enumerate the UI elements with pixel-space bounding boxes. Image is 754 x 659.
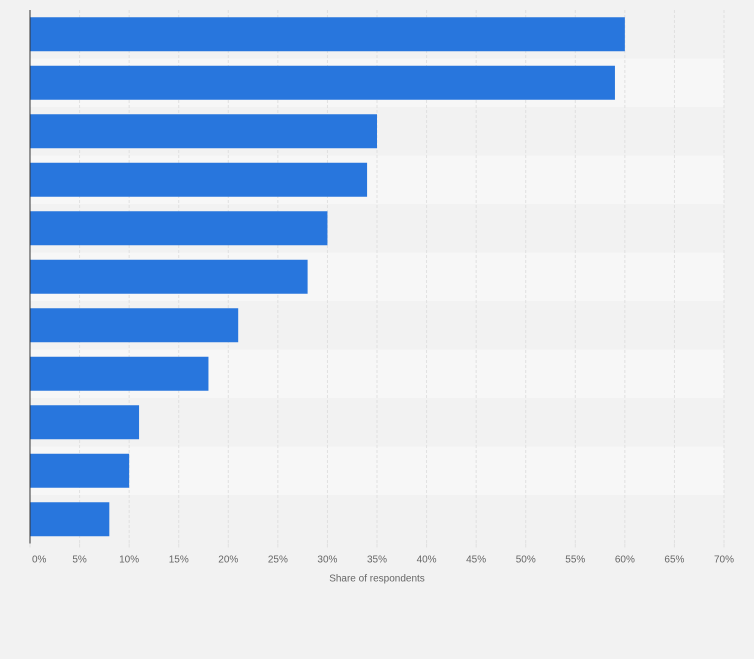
bar[interactable] <box>30 65 615 100</box>
x-tick-label: 25% <box>268 555 288 566</box>
x-tick-label: 55% <box>565 555 585 566</box>
x-tick-label: 0% <box>32 555 47 566</box>
bar[interactable] <box>30 211 328 246</box>
bar[interactable] <box>30 114 377 149</box>
bar[interactable] <box>30 356 209 391</box>
x-axis-ticks: 0% 5% 10% 15% 20% 25% 30% 35% 40% 45% 50% 55% 60% 65%… <box>29 543 734 566</box>
x-axis-title: Share of respondents <box>329 574 425 585</box>
x-tick-label: 5% <box>72 555 87 566</box>
bar[interactable] <box>30 453 130 488</box>
x-tick-label: 10% <box>119 555 139 566</box>
bar[interactable] <box>30 308 239 343</box>
bar[interactable] <box>30 405 140 440</box>
x-tick-label: 35% <box>367 555 387 566</box>
bar[interactable] <box>30 502 110 537</box>
x-tick-label: 50% <box>516 555 536 566</box>
x-tick-label: 65% <box>664 555 684 566</box>
x-tick-label: 70% <box>714 555 734 566</box>
bar[interactable] <box>30 17 625 52</box>
x-tick-label: 20% <box>218 555 238 566</box>
x-tick-label: 30% <box>317 555 337 566</box>
bar[interactable] <box>30 259 308 294</box>
bar[interactable] <box>30 162 368 197</box>
x-tick-label: 45% <box>466 555 486 566</box>
x-tick-label: 40% <box>417 555 437 566</box>
bars <box>30 17 625 537</box>
x-tick-label: 60% <box>615 555 635 566</box>
x-tick-label: 15% <box>169 555 189 566</box>
